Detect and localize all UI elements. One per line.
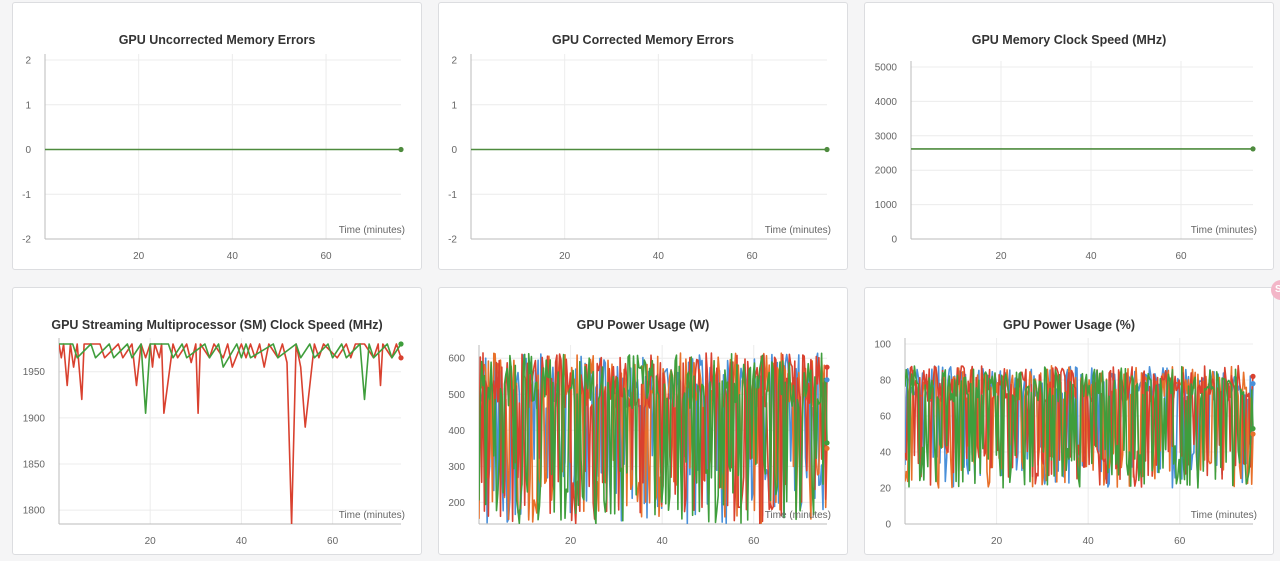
y-tick-label: -2	[22, 235, 31, 246]
series-line	[59, 343, 402, 524]
series-end-point	[1250, 381, 1256, 387]
y-tick-label: -1	[448, 190, 457, 201]
chart-panel-memory-clock-speed[interactable]: GPU Memory Clock Speed (MHz) 5000 4000 300…	[864, 2, 1274, 270]
x-tick-label: 60	[748, 536, 760, 547]
y-tick-label: -2	[448, 235, 457, 246]
x-tick-label: 40	[236, 536, 248, 547]
series-end-point	[824, 440, 830, 446]
x-tick-label: 20	[565, 536, 577, 547]
x-axis-title: Time (minutes)	[339, 225, 405, 236]
y-tick-label: 2000	[875, 166, 898, 177]
chart-svg: 600 500 400 300 200 20 40 60 Time (minutes)	[448, 345, 831, 547]
y-tick-label: 1	[451, 100, 457, 111]
x-tick-label: 20	[991, 536, 1003, 547]
y-tick-label: 0	[25, 145, 31, 156]
y-tick-label: 80	[880, 376, 892, 387]
chart-panel-power-usage-watts[interactable]: GPU Power Usage (W) 600 500 400 300 200 20 40 6…	[438, 287, 848, 555]
series-line	[905, 365, 1254, 489]
chart-panel-power-usage-percent[interactable]: GPU Power Usage (%) 100 80 60 40 20 0 20 40 60 Ti…	[864, 287, 1274, 555]
y-tick-label: 100	[874, 340, 891, 351]
y-tick-label: 1800	[23, 506, 46, 517]
y-tick-label: 400	[448, 426, 465, 437]
y-tick-label: 5000	[875, 63, 898, 74]
x-axis-title: Time (minutes)	[765, 510, 831, 521]
y-tick-label: 500	[448, 390, 465, 401]
chart-svg: 5000 4000 3000 2000 1000 0 20 40 60 Time (minutes…	[875, 61, 1257, 262]
x-tick-label: 20	[995, 251, 1007, 262]
x-axis-title: Time (minutes)	[765, 225, 831, 236]
series-end-point	[824, 146, 830, 153]
series-end-point	[398, 355, 404, 361]
chart-panel-sm-clock-speed[interactable]: GPU Streaming Multiprocessor (SM) Clock …	[12, 287, 422, 555]
x-tick-label: 60	[1174, 536, 1186, 547]
chart-title: GPU Memory Clock Speed (MHz)	[971, 33, 1167, 47]
chart-svg: 2 1 0 -1 -2 20 40 60 Time (minutes)	[22, 54, 405, 262]
y-tick-label: 1000	[875, 200, 898, 211]
chart-title: GPU Streaming Multiprocessor (SM) Clock …	[51, 318, 383, 332]
series-line	[479, 352, 828, 524]
y-tick-label: 200	[448, 498, 465, 509]
x-tick-label: 40	[657, 536, 669, 547]
y-tick-label: 1950	[23, 367, 46, 378]
y-tick-label: 1850	[23, 460, 46, 471]
x-axis-title: Time (minutes)	[1191, 225, 1257, 236]
chart-title: GPU Corrected Memory Errors	[551, 33, 734, 47]
side-panel-toggle-icon[interactable]: S	[1271, 280, 1280, 300]
y-tick-label: 0	[885, 520, 891, 531]
x-tick-label: 20	[133, 251, 145, 262]
y-tick-label: 60	[880, 412, 892, 423]
chart-panel-corrected-memory-errors[interactable]: GPU Corrected Memory Errors 2 1 0 -1 -2 20 40 6…	[438, 2, 848, 270]
series-end-point	[824, 377, 830, 383]
y-tick-label: 0	[891, 235, 897, 246]
chart-title: GPU Uncorrected Memory Errors	[118, 33, 316, 47]
y-tick-label: 40	[880, 448, 892, 459]
y-tick-label: 3000	[875, 131, 898, 142]
chart-svg: 2 1 0 -1 -2 20 40 60 Time (minutes)	[448, 54, 831, 262]
series-end-point	[1250, 431, 1256, 437]
chart-title: GPU Power Usage (W)	[576, 318, 710, 332]
x-tick-label: 60	[320, 251, 332, 262]
y-tick-label: 4000	[875, 97, 898, 108]
y-tick-label: 20	[880, 484, 892, 495]
y-tick-label: 1900	[23, 413, 46, 424]
y-tick-label: 0	[451, 145, 457, 156]
chart-title: GPU Power Usage (%)	[1003, 318, 1135, 332]
y-tick-label: 600	[448, 354, 465, 365]
x-axis-title: Time (minutes)	[339, 510, 405, 521]
series-end-point	[1250, 146, 1256, 152]
series-line	[905, 365, 1254, 489]
y-tick-label: 1	[25, 100, 31, 111]
y-tick-label: 300	[448, 462, 465, 473]
x-tick-label: 60	[746, 251, 758, 262]
series-end-point	[398, 146, 404, 153]
x-axis-title: Time (minutes)	[1191, 510, 1257, 521]
series-end-point	[1250, 426, 1256, 432]
x-tick-label: 40	[653, 251, 665, 262]
x-tick-label: 40	[1083, 536, 1095, 547]
y-tick-label: 2	[25, 56, 31, 67]
y-tick-label: -1	[22, 190, 31, 201]
series-line	[59, 343, 402, 414]
chart-panel-uncorrected-memory-errors[interactable]: GPU Uncorrected Memory Errors 2 1 0 -1 -2 20 4…	[12, 2, 422, 270]
chart-svg: 100 80 60 40 20 0 20 40 60 Time (minutes)	[874, 338, 1257, 547]
x-tick-label: 40	[227, 251, 239, 262]
x-tick-label: 20	[145, 536, 157, 547]
x-tick-label: 20	[559, 251, 571, 262]
series-end-point	[824, 364, 830, 370]
chart-svg: 1950 1900 1850 1800 20 40 60 Time (minutes)	[23, 338, 405, 547]
series-end-point	[824, 445, 830, 451]
x-tick-label: 60	[327, 536, 339, 547]
x-tick-label: 40	[1085, 251, 1097, 262]
y-tick-label: 2	[451, 56, 457, 67]
series-end-point	[1250, 373, 1256, 379]
x-tick-label: 60	[1175, 251, 1187, 262]
series-end-point	[398, 341, 404, 347]
